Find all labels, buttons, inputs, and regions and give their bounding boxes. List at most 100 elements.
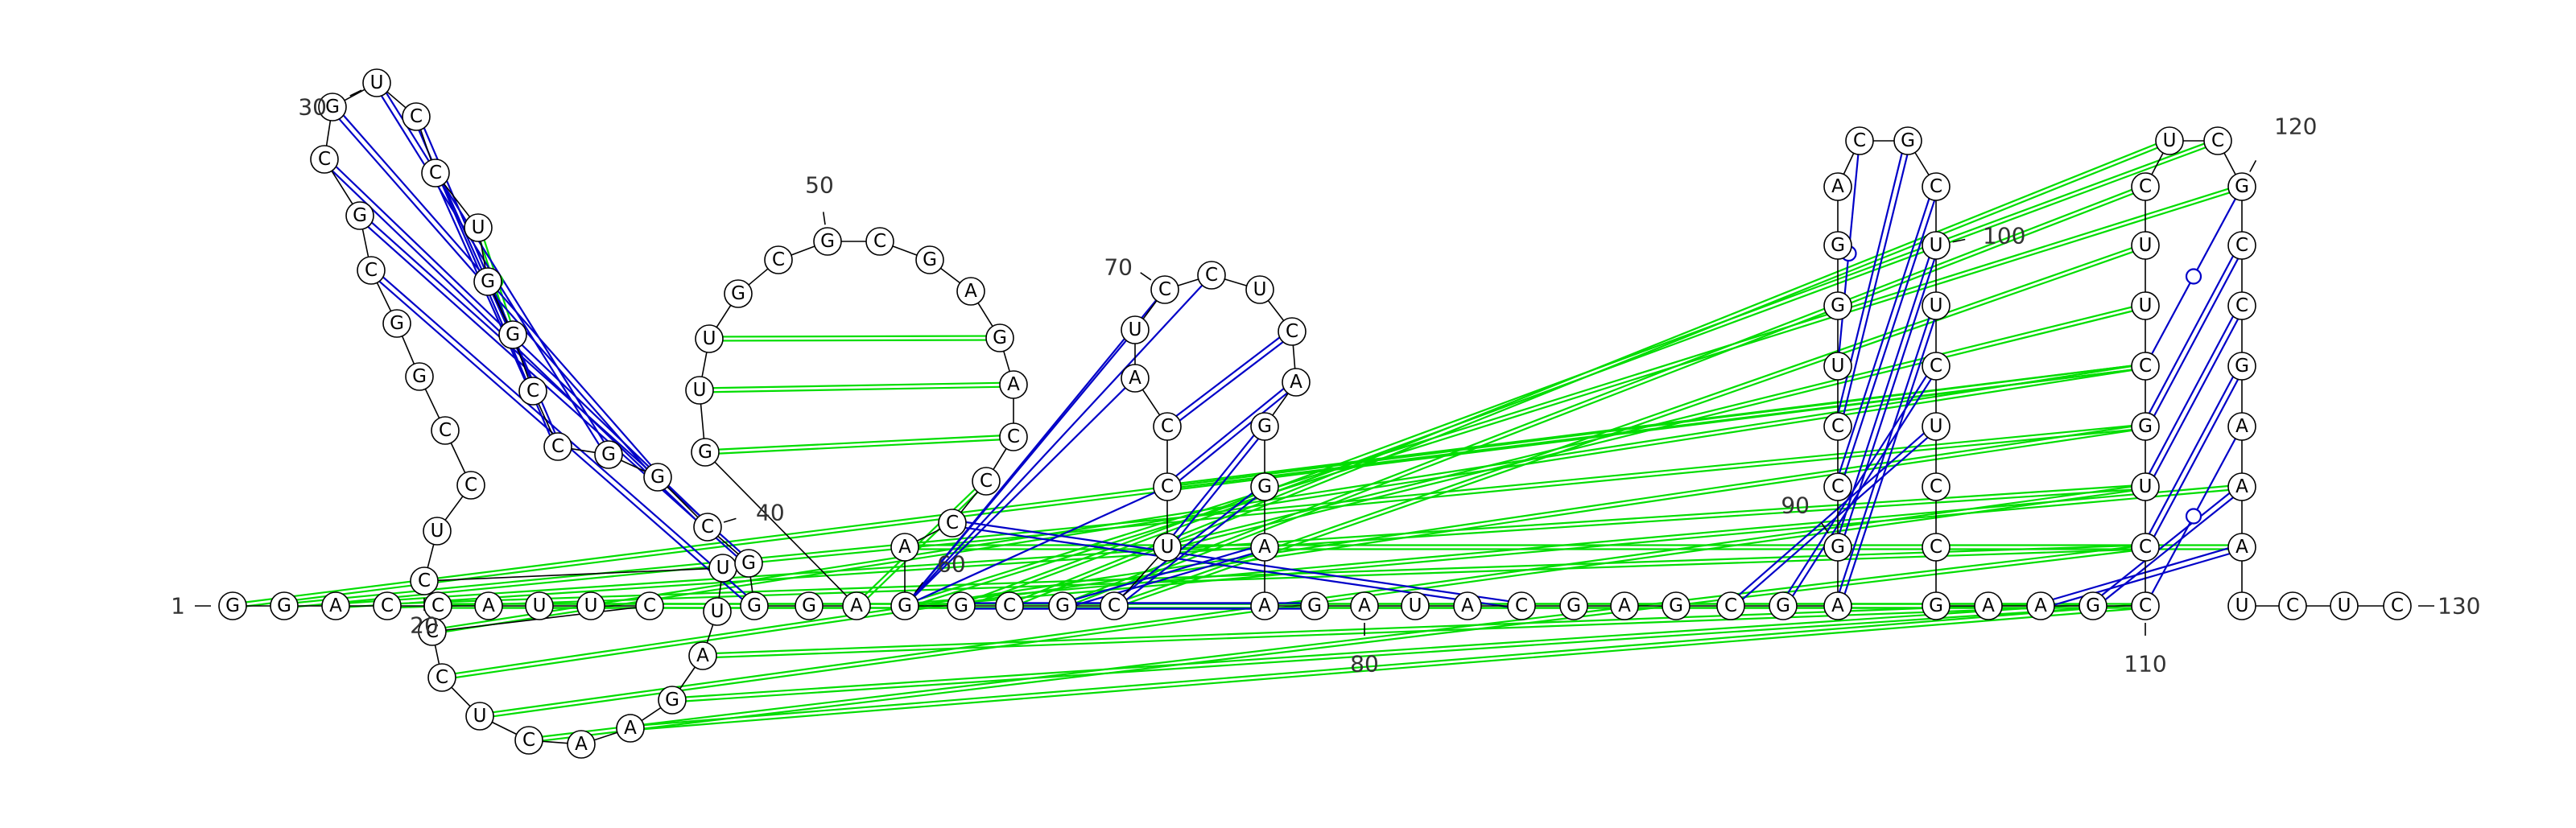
base-pair-line: [1177, 438, 1259, 539]
noncanonical-pair-marker: [2185, 268, 2202, 285]
base-pair-line: [2101, 492, 2231, 596]
backbone-segment: [516, 347, 530, 379]
nucleotide-circle: [616, 714, 645, 743]
nucleotide-letter: G: [481, 271, 495, 292]
nucleotide-circle: [423, 517, 452, 546]
label-start: 1: [171, 593, 185, 620]
nucleotide: G: [915, 245, 944, 274]
nucleotide-circle: [2131, 591, 2160, 620]
nucleotide-letter: G: [954, 595, 968, 616]
nucleotide: A: [1121, 364, 1150, 393]
nucleotide: A: [1250, 591, 1279, 620]
nucleotide: G: [947, 591, 976, 620]
tertiary-interaction-line: [1075, 192, 2134, 604]
nucleotide-letter: G: [747, 595, 762, 616]
nucleotide-circle: [514, 726, 543, 755]
nucleotide-circle: [2131, 412, 2160, 441]
base-pair-line: [1179, 341, 1284, 422]
nucleotide: C: [2383, 591, 2412, 620]
nucleotide: A: [1610, 591, 1639, 620]
nucleotide-circle: [382, 309, 411, 338]
nucleotide-circle: [1823, 533, 1852, 562]
base-pair-line: [1122, 492, 1253, 596]
nucleotide: C: [518, 377, 547, 406]
backbone-segment: [538, 403, 553, 435]
nucleotide-circle: [2026, 591, 2055, 620]
backbone-segment: [1267, 299, 1285, 322]
nucleotide-circle: [2131, 291, 2160, 320]
tertiary-interaction-line: [685, 603, 2079, 698]
nucleotide-circle: [658, 686, 687, 715]
position-label-70: 70: [1104, 254, 1133, 281]
nucleotide-circle: [318, 93, 347, 122]
nucleotide: G: [1250, 412, 1279, 441]
nucleotide-letter: U: [2235, 595, 2249, 616]
backbone-segment: [480, 241, 486, 269]
nucleotide-circle: [2227, 412, 2256, 441]
base-pair-line: [2053, 547, 2229, 600]
backbone-segment: [450, 443, 466, 473]
position-label-120: 120: [2274, 113, 2317, 140]
backbone-segment: [386, 91, 407, 109]
backbone-segment: [444, 496, 464, 521]
nucleotide-circle: [2227, 291, 2256, 320]
backbone-segment: [1003, 351, 1010, 372]
nucleotide-circle: [1559, 591, 1588, 620]
nucleotide-letter: G: [2086, 595, 2100, 616]
base-pair-line: [2148, 315, 2234, 474]
nucleotide-circle: [2131, 533, 2160, 562]
backbone-segment: [2223, 152, 2236, 175]
nucleotide: G: [795, 591, 824, 620]
nucleotide-circle: [2227, 172, 2256, 201]
nucleotide-circle: [2203, 126, 2232, 155]
nucleotide: C: [423, 591, 452, 620]
nucleotide-circle: [1922, 591, 1951, 620]
nucleotide: G: [813, 227, 842, 256]
nucleotide-letter: C: [2286, 595, 2299, 616]
tertiary-interaction-line: [719, 439, 1001, 455]
nucleotide-letter: G: [412, 366, 427, 387]
tertiary-interaction-line: [543, 550, 2132, 742]
nucleotide-circle: [1823, 352, 1852, 381]
base-pair-line: [1838, 257, 1930, 534]
backbone-segment: [748, 268, 769, 286]
nucleotide: C: [310, 145, 339, 174]
nucleotide-circle: [1922, 172, 1951, 201]
nucleotide: G: [2227, 172, 2256, 201]
nucleotide-circle: [518, 377, 547, 406]
tertiary-interaction-line: [298, 429, 2132, 608]
nucleotide-letter: C: [2391, 595, 2404, 616]
backbone-segment: [716, 304, 732, 328]
base-pair-line: [2148, 255, 2234, 414]
backbone-segment: [571, 447, 596, 454]
nucleotide-letter: A: [1258, 537, 1271, 558]
backbone-segment: [892, 245, 918, 256]
nucleotide-letter: C: [365, 260, 378, 281]
nucleotide: G: [890, 591, 919, 620]
nucleotide: G: [1300, 591, 1329, 620]
backbone-segment: [717, 535, 739, 555]
nucleotide-circle: [1278, 317, 1307, 346]
nucleotide-circle: [703, 597, 732, 626]
nucleotide-letter: A: [1290, 372, 1302, 393]
nucleotide-circle: [1401, 591, 1430, 620]
backbone-segment: [977, 303, 993, 327]
nucleotide-letter: C: [2235, 235, 2248, 256]
nucleotide-circle: [1197, 261, 1226, 290]
nucleotide: U: [1922, 412, 1951, 441]
nucleotide-letter: A: [1831, 176, 1844, 197]
nucleotide-letter: U: [2139, 235, 2153, 256]
nucleotide: G: [1048, 591, 1077, 620]
backbone-segment: [325, 120, 332, 146]
nucleotide: C: [938, 509, 967, 538]
nucleotide-circle: [695, 324, 724, 353]
nucleotide-letter: C: [980, 471, 993, 492]
base-pair-line: [2104, 496, 2234, 600]
nucleotide: A: [616, 714, 645, 743]
nucleotide-circle: [865, 227, 894, 256]
backbone-segment: [1142, 300, 1158, 319]
nucleotide: C: [431, 416, 460, 445]
nucleotide: U: [465, 702, 494, 731]
